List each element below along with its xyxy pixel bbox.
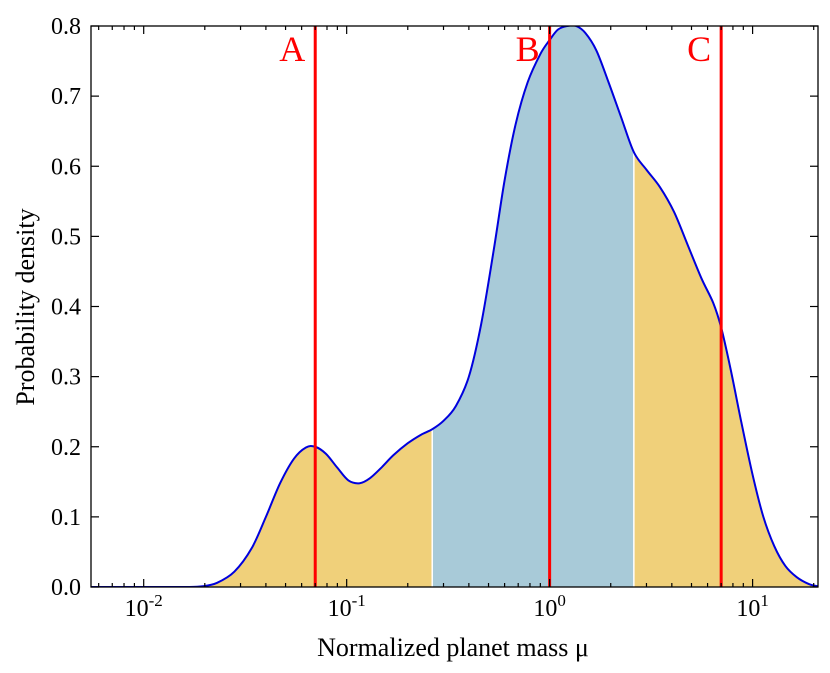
y-tick-label: 0.8 <box>51 14 81 40</box>
y-tick-label: 0.6 <box>51 154 81 180</box>
shaded-region-3 <box>633 152 818 587</box>
marker-label-b: B <box>516 29 540 69</box>
x-tick-label: 100 <box>533 591 566 622</box>
y-tick-label: 0.7 <box>51 84 81 110</box>
marker-label-a: A <box>279 29 305 69</box>
x-axis-label: Normalized planet mass μ <box>317 633 589 662</box>
y-tick-label: 0.2 <box>51 435 81 461</box>
y-tick-label: 0.4 <box>51 295 81 321</box>
y-tick-label: 0.5 <box>51 224 81 250</box>
y-tick-label: 0.3 <box>51 365 81 391</box>
x-tick-label: 101 <box>736 591 769 622</box>
x-tick-label: 10-2 <box>125 591 163 622</box>
y-tick-label: 0.0 <box>51 575 81 601</box>
marker-label-c: C <box>687 29 711 69</box>
y-axis-label: Probability density <box>11 208 40 405</box>
shaded-region-2 <box>432 26 634 587</box>
shaded-region-1 <box>91 429 433 587</box>
x-tick-label: 10-1 <box>328 591 366 622</box>
y-tick-label: 0.1 <box>51 505 81 531</box>
density-curve <box>91 26 818 587</box>
